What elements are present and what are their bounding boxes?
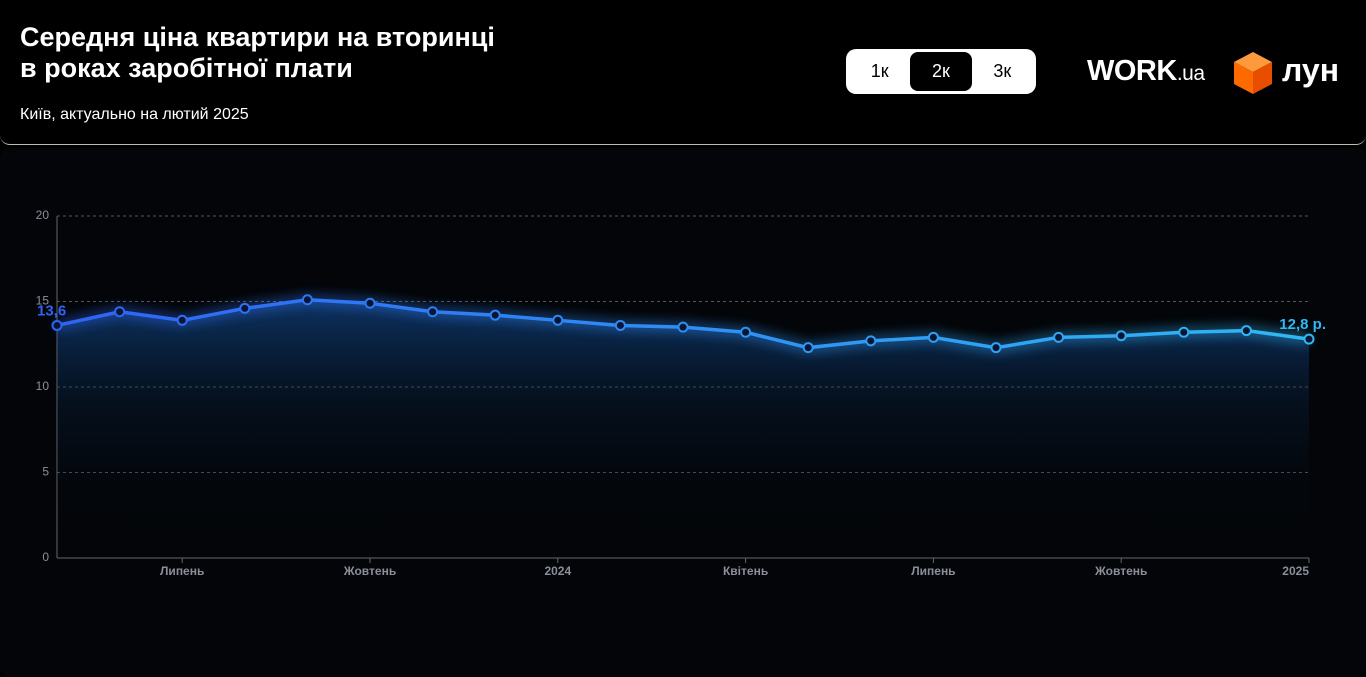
y-tick-label: 5 — [42, 465, 49, 479]
point — [1053, 331, 1065, 343]
point — [740, 326, 752, 338]
point — [552, 314, 564, 326]
x-tick-label: Квітень — [723, 564, 768, 578]
y-tick-label: 20 — [36, 208, 50, 222]
tab[interactable]: 2к — [910, 52, 972, 91]
x-tick-label: Липень — [160, 564, 204, 578]
point — [1178, 326, 1190, 338]
y-tick-label: 0 — [42, 550, 49, 564]
point — [1303, 333, 1315, 345]
point — [865, 335, 877, 347]
tab[interactable]: 3к — [993, 61, 1012, 81]
subtitle: Київ, актуально на лютий 2025 — [20, 106, 249, 123]
logo-suffix: .ua — [1176, 62, 1205, 85]
x-tick-label: 2025 — [1282, 564, 1309, 578]
point — [176, 314, 188, 326]
point — [677, 321, 689, 333]
x-tick-label: Жовтень — [343, 564, 396, 578]
point — [1115, 330, 1127, 342]
point — [427, 306, 439, 318]
point — [114, 306, 126, 318]
x-tick-label: 2024 — [544, 564, 571, 578]
value-label: 13,6 — [37, 302, 66, 319]
chart: 0 5 10 15 20 Липень Жовтень 2024 Квітень Липень Жо… — [0, 148, 1366, 677]
tabs: 1к 2к 3к — [846, 49, 1036, 94]
logo-text: WORK — [1087, 55, 1177, 87]
point — [990, 342, 1002, 354]
logo-cube — [1234, 52, 1272, 94]
point — [301, 294, 313, 306]
y-tick-label: 10 — [36, 379, 50, 393]
x-tick-label: Жовтень — [1094, 564, 1147, 578]
title: Середня ціна квартири на вторинці в роках… — [20, 22, 495, 84]
point — [802, 342, 814, 354]
logo-work: WORK.ua — [1087, 55, 1205, 88]
logo-lun: лун — [1282, 52, 1340, 88]
area — [57, 299, 1309, 558]
tab[interactable]: 1к — [870, 61, 889, 81]
point — [614, 319, 626, 331]
title-line: Середня ціна квартири на вторинці — [20, 22, 495, 52]
y-tick-label: 15 — [36, 294, 50, 308]
title-line: в роках заробітної плати — [20, 53, 353, 83]
point — [489, 309, 501, 321]
value-label: 12,8 р. — [1279, 316, 1326, 333]
point — [364, 297, 376, 309]
point — [239, 302, 251, 314]
x-tick-label: Липень — [911, 564, 955, 578]
point — [1240, 325, 1252, 337]
header: Середня ціна квартири на вторинці в роках… — [0, 0, 1366, 145]
point — [927, 331, 939, 343]
point — [51, 319, 63, 331]
